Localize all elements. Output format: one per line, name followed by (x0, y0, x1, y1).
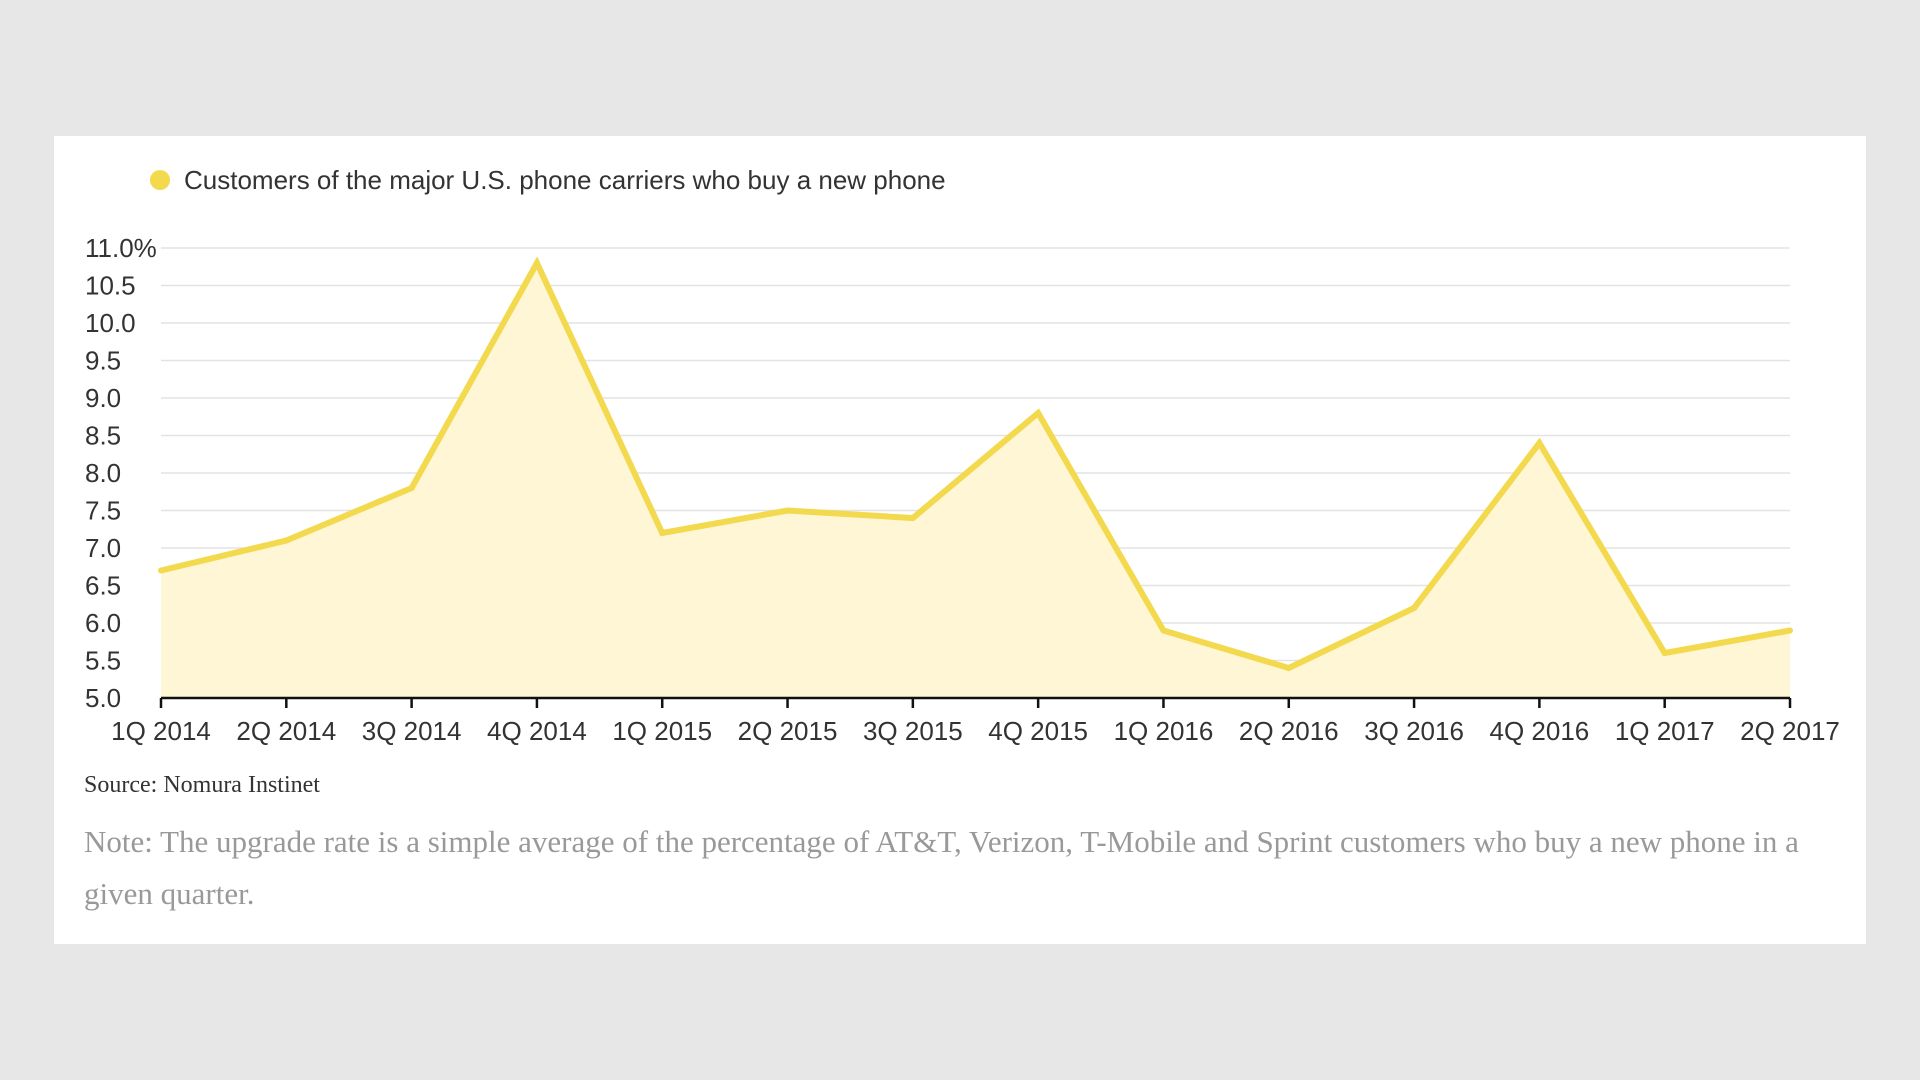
data-point (158, 567, 164, 574)
x-tick-label: 2Q 2015 (738, 716, 838, 746)
area-fill (161, 263, 1790, 698)
x-tick-label: 1Q 2014 (111, 716, 211, 746)
data-point (1035, 410, 1042, 416)
x-tick-label: 1Q 2016 (1114, 716, 1214, 746)
chart-card: Customers of the major U.S. phone carrie… (54, 136, 1866, 944)
y-tick-label: 10.0 (85, 308, 136, 338)
y-tick-label: 7.0 (85, 533, 121, 563)
y-tick-label: 8.5 (85, 421, 121, 451)
data-point (1536, 440, 1543, 446)
data-point (784, 507, 791, 514)
data-point (1661, 650, 1668, 656)
y-tick-label: 9.0 (85, 383, 121, 413)
x-tick-label: 4Q 2016 (1490, 716, 1590, 746)
note-text: Note: The upgrade rate is a simple avera… (84, 824, 1799, 911)
x-tick-label: 1Q 2017 (1615, 716, 1715, 746)
series-line (160, 256, 1791, 672)
y-tick-label: 8.0 (85, 458, 121, 488)
data-point (1160, 627, 1167, 634)
x-tick-label: 4Q 2015 (988, 716, 1088, 746)
legend-label: Customers of the major U.S. phone carrie… (184, 164, 946, 195)
y-tick-label: 7.5 (85, 496, 121, 526)
y-tick-label: 5.5 (85, 646, 121, 676)
data-point (283, 537, 290, 544)
legend: Customers of the major U.S. phone carrie… (150, 164, 946, 196)
y-tick-label: 11.0% (85, 233, 157, 263)
x-tick-label: 1Q 2015 (612, 716, 712, 746)
y-tick-label: 10.5 (85, 271, 136, 301)
area-chart: 5.0 5.5 6.0 6.5 7.0 7.5 8.0 8.5 9.0 9.5 10.0 10.5 11… (85, 233, 1840, 746)
data-point (408, 485, 415, 491)
source-text: Source: Nomura Instinet (84, 772, 320, 798)
x-tick-label: 4Q 2014 (487, 716, 587, 746)
y-tick-label: 6.5 (85, 571, 121, 601)
x-tick-label: 3Q 2014 (362, 716, 462, 746)
data-point (1411, 605, 1418, 611)
data-point (1285, 665, 1292, 671)
data-point (1787, 627, 1793, 634)
y-tick-label: 6.0 (85, 608, 121, 638)
x-tick-label: 3Q 2015 (863, 716, 963, 746)
y-tick-label: 9.5 (85, 346, 121, 376)
data-point (533, 260, 540, 266)
x-tick-label: 2Q 2017 (1740, 716, 1840, 746)
legend-swatch (150, 170, 170, 190)
x-tick-label: 2Q 2016 (1239, 716, 1339, 746)
x-tick-label: 2Q 2014 (236, 716, 336, 746)
x-tick-label: 3Q 2016 (1364, 716, 1464, 746)
data-point (909, 515, 916, 521)
y-tick-label: 5.0 (85, 683, 121, 713)
data-point (659, 530, 666, 536)
